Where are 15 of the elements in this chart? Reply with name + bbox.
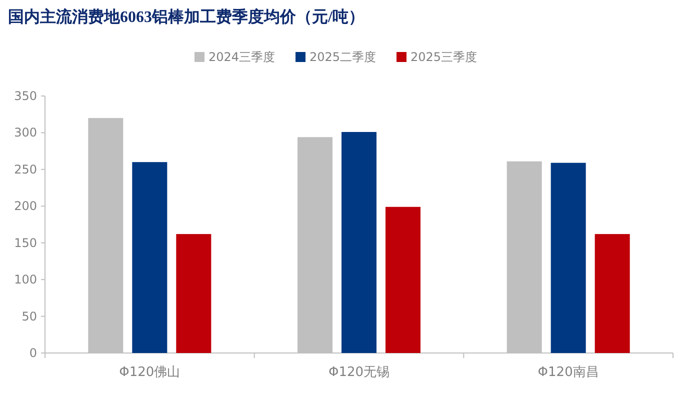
y-tick-label: 300 <box>14 126 37 140</box>
legend-label: 2025二季度 <box>310 50 376 64</box>
y-tick-label: 200 <box>14 199 37 214</box>
y-tick-label: 150 <box>14 236 37 250</box>
x-tick-label: Φ120佛山 <box>119 365 180 380</box>
x-tick-label: Φ120南昌 <box>538 365 599 380</box>
y-tick-label: 100 <box>14 272 37 287</box>
chart-title: 国内主流消费地6063铝棒加工费季度均价（元/吨） <box>8 7 364 26</box>
legend-label: 2024三季度 <box>208 50 276 64</box>
y-tick-label: 50 <box>22 309 37 324</box>
y-tick-label: 250 <box>14 162 37 176</box>
y-tick-label: 0 <box>29 346 37 360</box>
legend-label: 2025三季度 <box>410 50 478 64</box>
x-tick-label: Φ120无锡 <box>328 365 390 380</box>
y-tick-label: 350 <box>14 89 37 103</box>
